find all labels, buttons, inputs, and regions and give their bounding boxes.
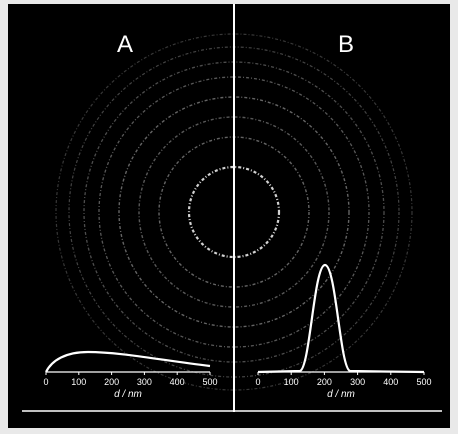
x-axis-label: d / nm [114, 389, 142, 400]
x-tick-label: 400 [170, 377, 185, 387]
x-tick-label: 400 [383, 377, 398, 387]
image-background [8, 4, 450, 428]
x-tick-label: 500 [202, 377, 217, 387]
panel-label: B [338, 31, 354, 58]
x-tick-label: 100 [71, 377, 86, 387]
distribution-curve-b [257, 263, 425, 374]
ring [55, 33, 413, 391]
x-tick-label: 300 [137, 377, 152, 387]
x-tick-label: 300 [350, 377, 365, 387]
distribution-curve-a [45, 350, 211, 373]
x-tick-label: 0 [43, 377, 48, 387]
x-tick-label: 100 [284, 377, 299, 387]
ring [187, 165, 281, 259]
x-tick-label: 200 [317, 377, 332, 387]
panel-label: A [117, 31, 133, 58]
ring [138, 116, 330, 308]
ring [98, 76, 370, 348]
x-tick-label: 200 [104, 377, 119, 387]
x-axis-label: d / nm [327, 389, 355, 400]
x-tick-label: 500 [416, 377, 431, 387]
x-tick-label: 0 [255, 377, 260, 387]
